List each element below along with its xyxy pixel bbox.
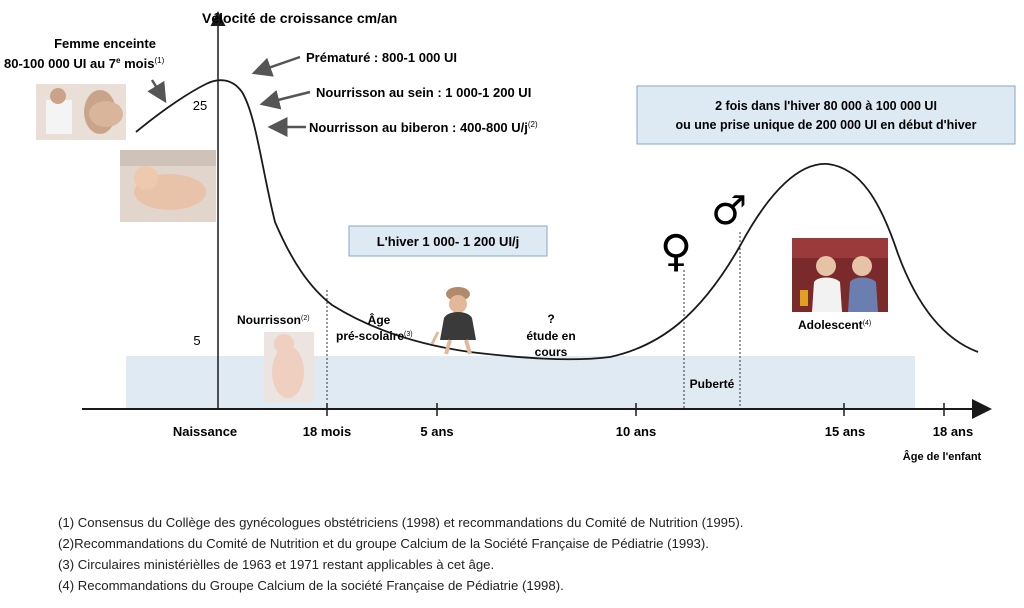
nourrisson-label: Nourrisson(2) (237, 313, 310, 327)
growth-curve (135, 79, 979, 361)
footnote-3: (3) Circulaires ministérièlles de 1963 e… (58, 557, 495, 572)
femme-enceinte-line1: Femme enceinte (54, 36, 156, 51)
chart-title: Vélocité de croissance cm/an (202, 10, 397, 26)
x-tick-label: 18 ans (933, 424, 973, 439)
photo-infant (264, 332, 314, 402)
footnote-1: (1) Consensus du Collège des gynécologue… (58, 515, 744, 530)
x-axis-label: Âge de l'enfant (903, 450, 982, 463)
femme-enceinte-line2: 80-100 000 UI au 7e mois(1) (4, 56, 165, 71)
winter-band (126, 356, 915, 408)
ref-4: (4) (863, 320, 872, 327)
x-tick-label: 10 ans (616, 424, 656, 439)
box-hiver-top-line1: 2 fois dans l'hiver 80 000 à 100 000 UI (715, 99, 937, 113)
female-symbol-icon: ♀ (660, 226, 692, 277)
footnote-2: (2)Recommandations du Comité de Nutritio… (58, 536, 709, 551)
ref-2: (2) (528, 120, 538, 129)
ref-1: (1) (154, 56, 164, 65)
footnote-4: (4) Recommandations du Groupe Calcium de… (58, 578, 564, 593)
nourrisson-biberon-text: Nourrisson au biberon : 400-800 U/j (309, 120, 528, 135)
etude-line3: cours (535, 345, 568, 359)
box-hiver-top-line2: ou une prise unique de 200 000 UI en déb… (676, 118, 977, 132)
etude-line2: étude en (526, 329, 575, 343)
ref-3: (3) (404, 331, 413, 338)
box-hiver-top (636, 85, 1016, 145)
photo-pregnant-woman (36, 84, 126, 140)
box-hiver-mid (348, 225, 548, 257)
prescolaire-text: pré-scolaire (336, 329, 404, 343)
puberte-label: Puberté (690, 377, 735, 391)
y-tick-25: 25 (193, 98, 207, 113)
ref-2b: (2) (301, 315, 310, 322)
femme-enceinte-sup: e (116, 56, 121, 65)
x-tick-label: 18 mois (303, 424, 351, 439)
adolescent-label: Adolescent(4) (798, 318, 871, 332)
nourrisson-biberon-label: Nourrisson au biberon : 400-800 U/j(2) (309, 120, 538, 135)
x-tick-label: 15 ans (825, 424, 865, 439)
age-label: Âge (368, 312, 391, 327)
photo-adolescents (792, 238, 888, 312)
nourrisson-text: Nourrisson (237, 313, 301, 327)
prescolaire-label: pré-scolaire(3) (336, 329, 413, 343)
femme-enceinte-mois: mois (120, 56, 154, 71)
pointer-arrows (147, 55, 311, 137)
etude-line1: ? (547, 312, 554, 326)
x-axis-ticks (326, 403, 945, 416)
x-tick-label: Naissance (173, 424, 237, 439)
period-separators (326, 232, 741, 408)
x-tick-label: 5 ans (420, 424, 453, 439)
photo-newborn (120, 150, 216, 222)
male-symbol-icon: ♂ (711, 188, 747, 234)
photo-child (430, 287, 476, 355)
box-hiver-mid-text: L'hiver 1 000- 1 200 UI/j (377, 234, 520, 249)
x-tick-labels: Naissance 18 mois 5 ans 10 ans 15 ans 18… (173, 424, 973, 439)
femme-enceinte-dose: 80-100 000 UI au 7 (4, 56, 116, 71)
y-tick-5: 5 (193, 333, 200, 348)
premature-label: Prématuré : 800-1 000 UI (306, 50, 457, 65)
adolescent-text: Adolescent (798, 318, 863, 332)
footnotes: (1) Consensus du Collège des gynécologue… (58, 512, 1008, 596)
nourrisson-sein-label: Nourrisson au sein : 1 000-1 200 UI (316, 85, 531, 100)
